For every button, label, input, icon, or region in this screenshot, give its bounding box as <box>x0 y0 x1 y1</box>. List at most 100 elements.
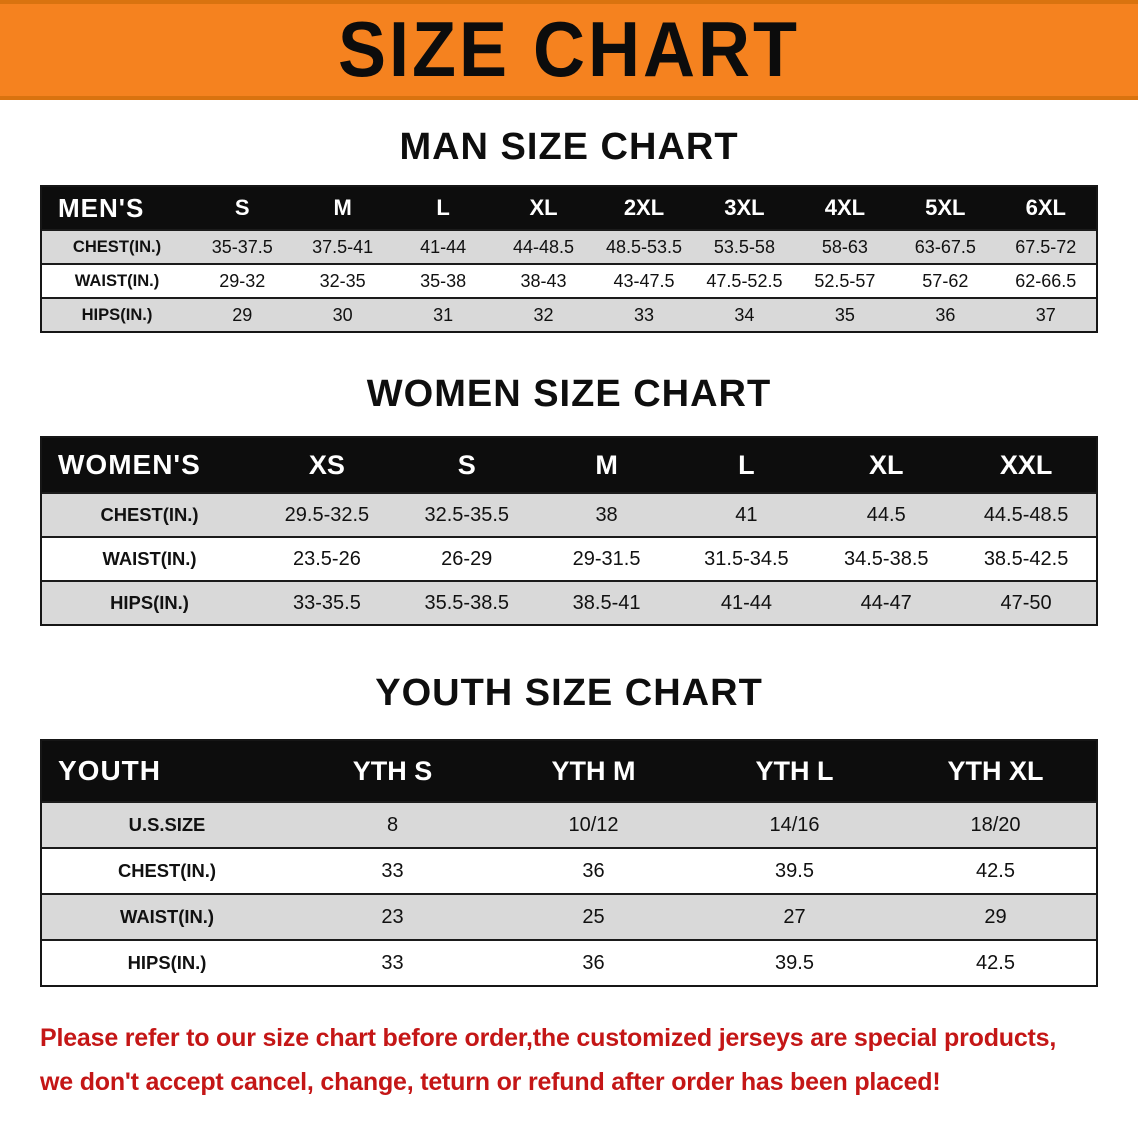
size-section-youth: YOUTH SIZE CHART YOUTH YTH S YTH M YTH L YTH … <box>0 672 1138 987</box>
men-hips-in-value-m: 30 <box>332 304 353 325</box>
women-chest-in-value-s: 32.5-35.5 <box>424 503 509 526</box>
women-waist-in-value-xl: 34.5-38.5 <box>843 547 929 570</box>
men-col-header-2xl: 2XL <box>623 195 665 220</box>
size-section-men: MAN SIZE CHART MEN'S S M L XL 2XL 3XL 4XL 5XL 6XL C… <box>0 126 1138 333</box>
women-waist-in-value-l: 31.5-34.5 <box>704 547 789 570</box>
youth-u-s-size-value-yth-m: 10/12 <box>568 813 619 836</box>
women-waist-in-value-xxl: 38.5-42.5 <box>983 547 1069 570</box>
men-chest-in-value-5xl: 63-67.5 <box>914 236 976 257</box>
youth-chest-in-value-yth-l: 39.5 <box>775 859 814 882</box>
men-waist-in-value-2xl: 43-47.5 <box>613 270 675 291</box>
youth-waist-in-value-yth-xl: 29 <box>984 905 1007 928</box>
men-col-header-5xl: 5XL <box>925 195 966 220</box>
men-row-label-hips-in: HIPS(IN.) <box>81 305 153 324</box>
women-col-header-xs: XS <box>308 449 345 480</box>
men-chest-in-value-2xl: 48.5-53.5 <box>605 236 683 257</box>
youth-table-header-row: YOUTH YTH S YTH M YTH L YTH XL <box>42 741 1096 801</box>
men-col-header-s: S <box>234 195 250 220</box>
women-waist-in-value-s: 26-29 <box>441 547 493 570</box>
men-corner-label: MEN'S <box>58 192 145 223</box>
men-waist-in-value-3xl: 47.5-52.5 <box>706 270 783 291</box>
men-col-header-m: M <box>333 195 352 220</box>
men-table-header-row: MEN'S S M L XL 2XL 3XL 4XL 5XL 6XL <box>42 187 1096 229</box>
men-waist-in-row: WAIST(IN.) 29-32 32-35 35-38 38-43 43-47.5 47.… <box>42 263 1096 297</box>
women-chest-in-value-xs: 29.5-32.5 <box>284 503 370 526</box>
youth-u-s-size-value-yth-xl: 18/20 <box>970 813 1021 836</box>
men-hips-in-value-l: 31 <box>433 304 454 325</box>
men-chest-in-value-l: 41-44 <box>420 236 467 257</box>
men-chest-in-value-xl: 44-48.5 <box>513 236 575 257</box>
youth-chest-in-value-yth-m: 36 <box>582 859 605 882</box>
size-section-women: WOMEN SIZE CHART WOMEN'S XS S M L XL XXL CHEST(I… <box>0 373 1138 626</box>
women-col-header-l: L <box>738 449 755 480</box>
men-waist-in-value-xl: 38-43 <box>520 270 567 291</box>
youth-heading: YOUTH SIZE CHART <box>375 672 763 714</box>
banner: SIZE CHART <box>0 0 1138 100</box>
women-row-label-waist-in: WAIST(IN.) <box>102 548 197 569</box>
youth-row-label-waist-in: WAIST(IN.) <box>120 906 214 927</box>
size-chart-sections: MAN SIZE CHART MEN'S S M L XL 2XL 3XL 4XL 5XL 6XL C… <box>0 126 1138 987</box>
youth-size-table: YOUTH YTH S YTH M YTH L YTH XL U.S.SIZE 8 10/12… <box>40 739 1098 987</box>
women-corner-label: WOMEN'S <box>58 449 201 480</box>
men-hips-in-value-5xl: 36 <box>935 304 956 325</box>
youth-col-header-yth-l: YTH L <box>755 755 834 786</box>
youth-row-label-hips-in: HIPS(IN.) <box>127 952 207 973</box>
men-waist-in-value-l: 35-38 <box>420 270 467 291</box>
men-col-header-xl: XL <box>529 195 558 220</box>
youth-hips-in-value-yth-s: 33 <box>381 951 404 974</box>
men-waist-in-value-4xl: 52.5-57 <box>814 270 876 291</box>
men-chest-in-value-s: 35-37.5 <box>211 236 273 257</box>
men-chest-in-value-m: 37.5-41 <box>312 236 374 257</box>
youth-u-s-size-row: U.S.SIZE 8 10/12 14/16 18/20 <box>42 801 1096 847</box>
youth-col-header-yth-s: YTH S <box>352 755 433 786</box>
youth-chest-in-row: CHEST(IN.) 33 36 39.5 42.5 <box>42 847 1096 893</box>
youth-waist-in-value-yth-m: 25 <box>582 905 605 928</box>
men-col-header-4xl: 4XL <box>824 195 866 220</box>
women-chest-in-row: CHEST(IN.) 29.5-32.5 32.5-35.5 38 41 44.5 44.5… <box>42 492 1096 536</box>
women-waist-in-value-xs: 23.5-26 <box>292 547 361 570</box>
men-chest-in-value-3xl: 53.5-58 <box>713 236 775 257</box>
youth-u-s-size-value-yth-l: 14/16 <box>769 813 820 836</box>
youth-row-label-chest-in: CHEST(IN.) <box>117 860 217 881</box>
men-chest-in-value-6xl: 67.5-72 <box>1015 236 1077 257</box>
women-hips-in-value-xl: 44-47 <box>860 591 912 614</box>
men-hips-in-value-4xl: 35 <box>834 304 855 325</box>
men-hips-in-row: HIPS(IN.) 29 30 31 32 33 34 35 36 37 <box>42 297 1096 331</box>
disclaimer: Please refer to our size chart before or… <box>40 1017 1098 1105</box>
women-col-header-xxl: XXL <box>999 449 1053 480</box>
youth-col-header-yth-m: YTH M <box>551 755 636 786</box>
men-waist-in-value-s: 29-32 <box>219 270 266 291</box>
men-hips-in-value-2xl: 33 <box>633 304 654 325</box>
men-row-label-waist-in: WAIST(IN.) <box>74 271 160 290</box>
women-size-table: WOMEN'S XS S M L XL XXL CHEST(IN.) 29.5-32.5 32.5… <box>40 436 1098 626</box>
women-hips-in-row: HIPS(IN.) 33-35.5 35.5-38.5 38.5-41 41-44 44-… <box>42 580 1096 624</box>
women-chest-in-value-xxl: 44.5-48.5 <box>983 503 1069 526</box>
disclaimer-line-1: Please refer to our size chart before or… <box>40 1024 1057 1052</box>
women-hips-in-value-m: 38.5-41 <box>572 591 641 614</box>
men-col-header-3xl: 3XL <box>724 195 765 220</box>
men-chest-in-row: CHEST(IN.) 35-37.5 37.5-41 41-44 44-48.5 48.5… <box>42 229 1096 263</box>
men-chest-in-value-4xl: 58-63 <box>821 236 868 257</box>
women-chest-in-value-xl: 44.5 <box>866 503 906 526</box>
men-waist-in-value-5xl: 57-62 <box>922 270 969 291</box>
women-hips-in-value-xs: 33-35.5 <box>292 591 361 614</box>
youth-chest-in-value-yth-xl: 42.5 <box>976 859 1015 882</box>
youth-hips-in-value-yth-m: 36 <box>582 951 605 974</box>
men-hips-in-value-3xl: 34 <box>734 304 755 325</box>
youth-corner-label: YOUTH <box>58 755 161 786</box>
men-size-table: MEN'S S M L XL 2XL 3XL 4XL 5XL 6XL CHEST(IN.) 35-37… <box>40 185 1098 333</box>
women-hips-in-value-s: 35.5-38.5 <box>424 591 509 614</box>
youth-hips-in-value-yth-xl: 42.5 <box>976 951 1015 974</box>
youth-u-s-size-value-yth-s: 8 <box>386 813 399 836</box>
women-waist-in-value-m: 29-31.5 <box>572 547 641 570</box>
men-row-label-chest-in: CHEST(IN.) <box>72 237 162 256</box>
page-title: SIZE CHART <box>338 6 800 94</box>
youth-col-header-yth-xl: YTH XL <box>947 755 1044 786</box>
women-chest-in-value-m: 38 <box>595 503 618 526</box>
men-waist-in-value-m: 32-35 <box>319 270 366 291</box>
women-col-header-xl: XL <box>868 449 904 480</box>
women-chest-in-value-l: 41 <box>735 503 758 526</box>
women-col-header-s: S <box>457 449 476 480</box>
women-waist-in-row: WAIST(IN.) 23.5-26 26-29 29-31.5 31.5-34.5 34… <box>42 536 1096 580</box>
